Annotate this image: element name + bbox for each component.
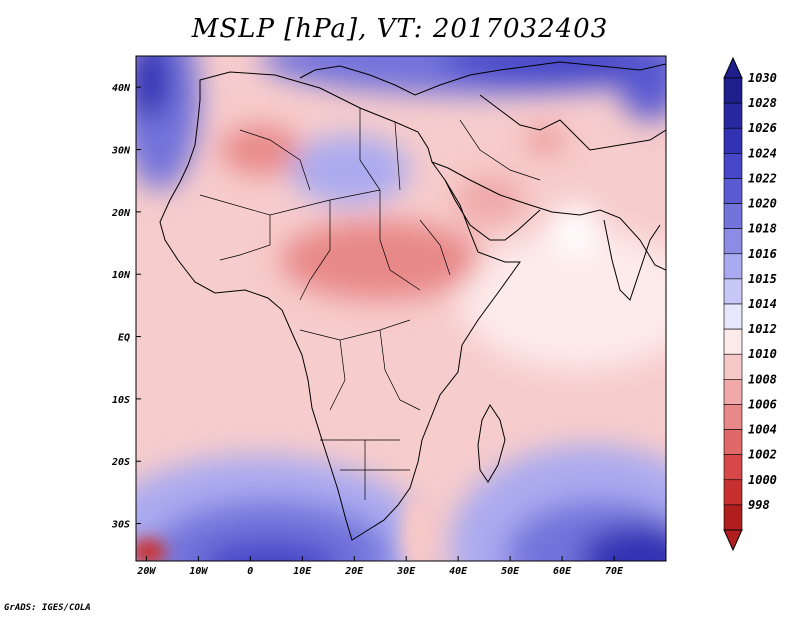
grads-footer: GrADS: IGES/COLA <box>4 603 91 613</box>
colorbar-swatch <box>723 328 743 355</box>
colorbar-swatch <box>723 278 743 305</box>
lat-tick-label: 20S <box>111 457 130 468</box>
colorbar-label: 1018 <box>748 222 777 236</box>
colorbar-label: 1008 <box>748 372 777 386</box>
map-title: MSLP [hPa], VT: 2017032403 <box>191 14 609 44</box>
colorbar-swatch <box>723 303 743 330</box>
country-borders <box>199 108 541 500</box>
colorbar-swatch <box>723 504 743 531</box>
colorbar-label: 998 <box>748 498 770 512</box>
colorbar-swatch <box>723 127 743 154</box>
lat-tick-label: 40N <box>112 83 131 94</box>
colorbar-label: 1022 <box>748 171 777 185</box>
colorbar-label: 1026 <box>748 121 777 135</box>
colorbar-label: 1020 <box>748 197 777 211</box>
colorbar-swatch <box>723 379 743 405</box>
colorbar-label: 1028 <box>748 96 777 110</box>
colorbar-label: 1015 <box>748 272 777 286</box>
colorbar-swatch <box>723 429 743 455</box>
colorbar-swatch <box>723 253 743 280</box>
colorbar-label: 1014 <box>748 297 777 311</box>
lon-tick-label: 50E <box>501 566 520 577</box>
colorbar-swatch <box>723 77 743 104</box>
colorbar-swatch <box>723 203 743 229</box>
lat-tick-label: 10S <box>112 395 130 406</box>
lon-tick-label: 20E <box>344 566 364 577</box>
coastlines <box>159 61 666 541</box>
colorbar-label: 1000 <box>748 473 777 487</box>
colorbar-label: 1012 <box>748 322 777 336</box>
lon-tick-label: 10W <box>189 566 208 577</box>
map-axes: 40N 30N 20N 10N EQ 10S 20S 30S 20W 10W 0 10E 20E 30E 4… <box>111 83 624 577</box>
lat-tick-label: 10N <box>112 270 131 281</box>
colorbar-label: 1024 <box>748 146 777 160</box>
colorbar-swatch <box>723 228 743 255</box>
lon-tick-label: 0 <box>247 566 253 577</box>
colorbar-swatch <box>723 404 743 430</box>
colorbar-swatch <box>723 178 743 204</box>
lat-tick-label: EQ <box>118 333 130 344</box>
plot-frame <box>135 55 667 562</box>
colorbar-max-arrow <box>723 56 743 79</box>
lon-tick-label: 60E <box>553 566 572 577</box>
colorbar: 1030 1028 1026 1024 1022 1020 1018 1016 1015 1014… <box>723 56 777 552</box>
colorbar-swatch <box>723 479 743 506</box>
lat-tick-label: 30S <box>111 520 130 531</box>
colorbar-label: 1002 <box>748 448 777 462</box>
lon-tick-label: 70E <box>605 566 624 577</box>
colorbar-label: 1030 <box>748 71 777 85</box>
lat-tick-label: 20N <box>111 208 131 219</box>
lat-tick-label: 30N <box>111 146 131 157</box>
lon-tick-label: 10E <box>293 566 312 577</box>
colorbar-swatch <box>723 153 743 179</box>
lon-tick-label: 30E <box>396 566 416 577</box>
lon-tick-label: 20W <box>136 566 156 577</box>
colorbar-swatch <box>723 102 743 129</box>
colorbar-min-arrow <box>723 529 743 552</box>
colorbar-label: 1006 <box>748 397 777 411</box>
lon-tick-label: 40E <box>449 566 468 577</box>
colorbar-label: 1004 <box>748 423 777 437</box>
pressure-field <box>136 56 666 561</box>
colorbar-label: 1010 <box>748 347 777 361</box>
colorbar-swatch <box>723 353 743 380</box>
colorbar-label: 1016 <box>748 247 777 261</box>
colorbar-swatch <box>723 454 743 481</box>
